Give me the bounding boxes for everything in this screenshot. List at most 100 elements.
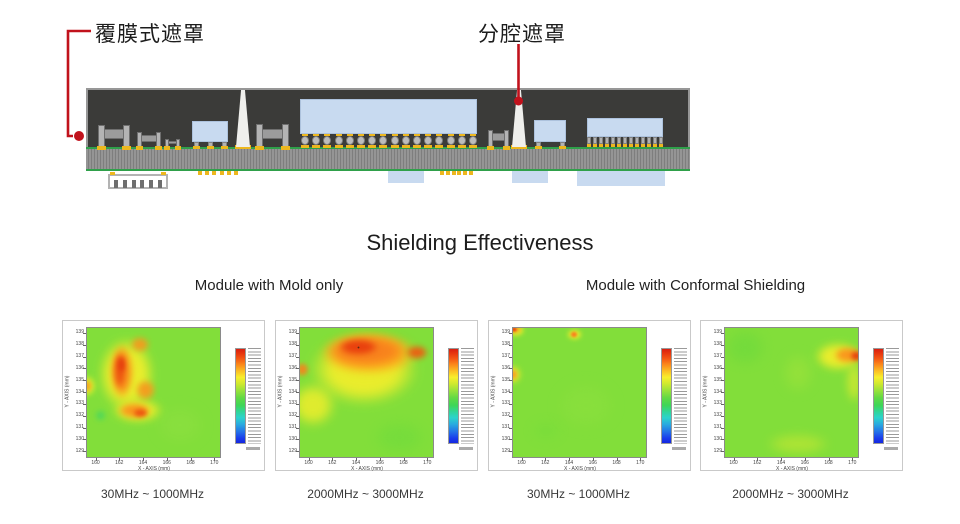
axis-tick-label: 134: [75, 388, 84, 395]
axis-tick: [781, 458, 782, 461]
heatmap-plot: [724, 327, 859, 458]
axis-tick: [721, 415, 724, 417]
solder-pad: [255, 146, 265, 150]
solder-pad: [629, 144, 633, 147]
axis-tick-label: 160: [91, 460, 100, 466]
axis-tick: [143, 458, 144, 461]
component-passive: [97, 125, 131, 150]
ball-pad-bottom: [357, 145, 365, 148]
section-title: Shielding Effectiveness: [366, 230, 594, 255]
axis-tick-label: 162: [328, 460, 337, 466]
solder-pad: [212, 171, 217, 175]
frequency-caption: 30MHz ~ 1000MHz: [526, 487, 631, 501]
x-axis-label: X - AXIS (mm): [351, 466, 383, 472]
chip-die: [192, 121, 228, 142]
axis-tick-label: 137: [75, 353, 84, 360]
solder-pad: [463, 171, 468, 175]
bottom-component: [388, 171, 424, 183]
axis-tick-label: 131: [713, 424, 722, 431]
axis-tick: [308, 458, 310, 461]
ball-pad-bottom: [413, 145, 421, 148]
ball-pad-top: [346, 134, 353, 136]
solder-pad: [205, 171, 210, 175]
x-axis-label: X - AXIS (mm): [564, 466, 596, 472]
component-chip: [192, 121, 228, 149]
axis-tick-label: 162: [541, 460, 550, 466]
solder-ball: [413, 136, 421, 145]
solder-pad: [280, 146, 290, 150]
axis-tick: [721, 439, 724, 441]
heat-blob: [843, 353, 858, 412]
axis-tick: [733, 458, 735, 461]
passive-body: [141, 135, 157, 142]
heat-blob: [87, 378, 93, 394]
axis-tick-label: 138: [75, 341, 84, 348]
solder-pad: [221, 146, 228, 149]
solder-pad: [623, 144, 627, 147]
heat-blob: [848, 349, 858, 364]
axis-tick-label: 170: [423, 460, 432, 466]
axis-tick-label: 129: [75, 447, 84, 454]
solder-ball: [390, 136, 399, 145]
heat-blob: [300, 359, 312, 379]
heat-blob: [116, 352, 127, 376]
axis-tick-label: 130: [75, 435, 84, 442]
axis-tick-label: 170: [848, 460, 857, 466]
axis-tick-label: 134: [288, 388, 297, 395]
axis-tick-label: 136: [713, 364, 722, 371]
ball-pad-bottom: [368, 145, 377, 148]
axis-tick: [721, 356, 724, 358]
axis-tick: [509, 392, 512, 394]
solder-pad: [226, 171, 231, 175]
axis-tick-label: 166: [588, 460, 597, 466]
axis-tick-label: 130: [501, 435, 510, 442]
qfn-lead: [599, 137, 603, 144]
heatmap-plot: [299, 327, 434, 458]
axis-tick-label: 139: [288, 329, 297, 336]
solder-pad: [535, 146, 542, 149]
axis-tick: [83, 380, 86, 382]
axis-tick: [379, 458, 381, 461]
solder-pad: [451, 171, 456, 175]
solder-pad: [440, 171, 444, 175]
axis-tick: [427, 458, 429, 461]
axis-tick-label: 131: [75, 424, 84, 431]
bga-die: [300, 99, 477, 134]
connector-slot: [149, 179, 154, 189]
colorbar-unit-label: [246, 447, 260, 450]
axis-tick: [83, 368, 86, 370]
heat-blob: [129, 407, 151, 419]
ball-pad-bottom: [345, 145, 354, 148]
axis-tick-label: 133: [713, 400, 722, 407]
ball-pad-top: [458, 134, 465, 136]
axis-tick-label: 129: [713, 447, 722, 454]
qfn-lead: [593, 137, 597, 144]
qfn-lead: [647, 137, 651, 144]
solder-ball: [368, 136, 377, 145]
axis-tick-label: 130: [713, 435, 722, 442]
solder-ball: [424, 136, 433, 145]
axis-tick-label: 132: [501, 412, 510, 419]
component-passive: [255, 124, 290, 150]
axis-tick: [214, 458, 216, 461]
axis-tick: [721, 344, 724, 346]
axis-tick: [509, 332, 512, 334]
solder-pad: [617, 144, 621, 147]
ball-pad-top: [436, 134, 443, 136]
ball-pad-bottom: [446, 145, 455, 148]
heat-blob: [513, 366, 519, 383]
heatmap-panel-2: 139 138 137 136 135 134 133 132 131 130 129 160 162 1…: [275, 320, 478, 472]
qfn-lead: [587, 137, 591, 144]
solder-pad: [97, 146, 107, 150]
axis-tick-label: 166: [375, 460, 384, 466]
axis-tick: [296, 332, 299, 334]
axis-tick-label: 136: [75, 364, 84, 371]
axis-tick-label: 166: [800, 460, 809, 466]
y-axis-label: Y - AXIS (mm): [702, 375, 709, 408]
axis-tick: [509, 427, 512, 429]
heatmap-panel-3: 139 138 137 136 135 134 133 132 131 130 129 160 162 1…: [488, 320, 691, 472]
solder-pad: [593, 144, 597, 147]
ball-pad-top: [447, 134, 454, 136]
axis-tick-label: 139: [75, 329, 84, 336]
ball-pad-top: [302, 134, 308, 136]
